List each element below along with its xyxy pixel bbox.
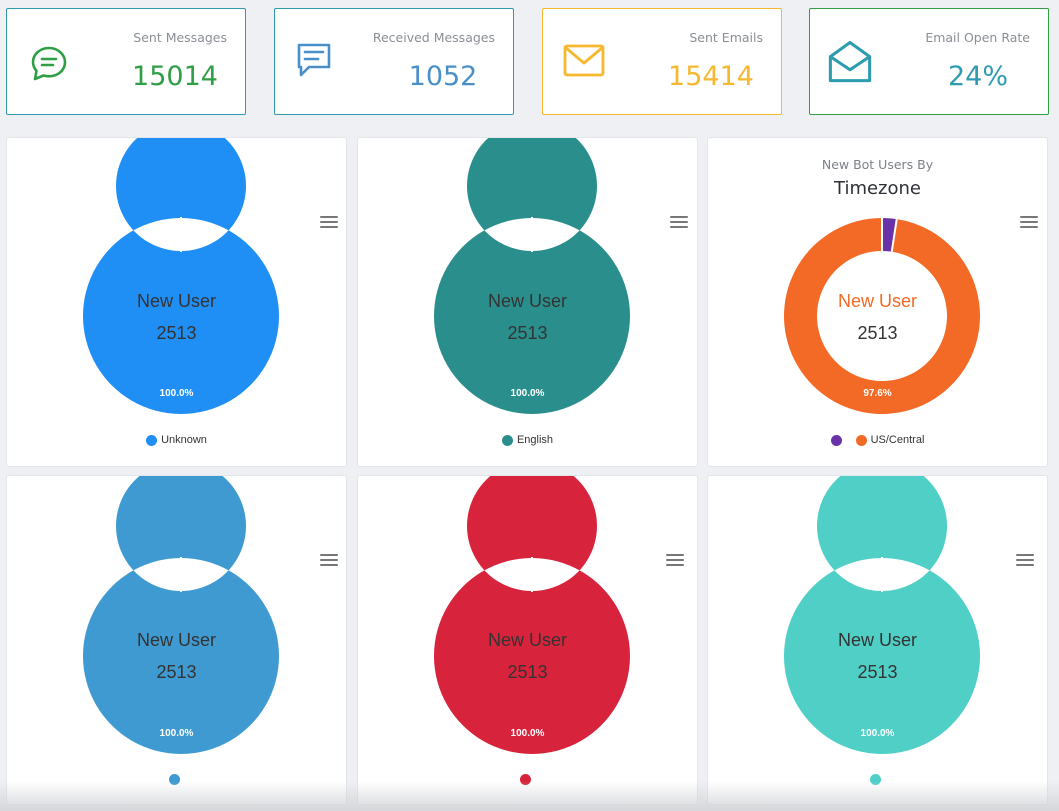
center-value: 2513 [857, 323, 898, 343]
chart-legend [358, 774, 697, 785]
chart-menu-icon[interactable] [320, 554, 338, 568]
center-value: 2513 [156, 323, 197, 343]
chart-legend: English [358, 434, 697, 446]
center-label: New User [136, 291, 216, 311]
donut-slice[interactable] [434, 476, 630, 754]
donut-slice[interactable] [434, 138, 630, 414]
legend-item[interactable] [520, 774, 535, 785]
chart-menu-icon[interactable] [320, 216, 338, 230]
center-value: 2513 [156, 662, 197, 682]
stat-card-sent-emails: Sent Emails 15414 [542, 8, 782, 115]
chart-subtitle: New Bot Users By [821, 157, 934, 172]
center-value: 2513 [507, 323, 548, 343]
donut-slice[interactable] [83, 138, 279, 414]
chart-card-language: New Bot Users By Language New User 2513 … [357, 137, 698, 467]
donut-chart [434, 476, 630, 754]
center-label: New User [487, 630, 567, 650]
slice-percent-label: 100.0% [159, 388, 194, 399]
legend-dot-icon [146, 434, 158, 446]
legend-item[interactable]: Unknown [146, 434, 207, 446]
center-value: 2513 [507, 662, 548, 682]
stat-label: Sent Messages [133, 30, 227, 45]
chart-card-timezone: New Bot Users By Timezone New User 2513 … [707, 137, 1048, 467]
legend-dot-icon [830, 434, 842, 446]
donut-slice[interactable] [784, 476, 980, 754]
chart-menu-icon[interactable] [1020, 216, 1038, 230]
stat-value: 1052 [408, 61, 478, 92]
donut-chart [83, 476, 279, 754]
slice-percent-label: 100.0% [860, 728, 895, 739]
center-value: 2513 [857, 662, 898, 682]
open-envelope-icon [828, 40, 872, 83]
stat-value: 15414 [668, 61, 754, 92]
slice-percent-label: 97.6% [863, 388, 892, 399]
stat-card-sent-messages: Sent Messages 15014 [6, 8, 246, 115]
chart-card-country: New Bot Users By Country New User 2513 1… [6, 475, 347, 805]
slice-percent-label: 100.0% [510, 728, 545, 739]
center-label: New User [487, 291, 567, 311]
stat-label: Email Open Rate [925, 30, 1030, 45]
chart-legend [708, 774, 1047, 785]
slice-percent-label: 100.0% [159, 728, 194, 739]
legend-dot-icon [169, 774, 180, 785]
donut-slice[interactable] [784, 218, 980, 414]
chart-legend [7, 774, 346, 785]
stat-label: Received Messages [372, 30, 495, 45]
center-label: New User [837, 630, 917, 650]
chart-menu-icon[interactable] [670, 216, 688, 230]
chart-menu-icon[interactable] [666, 554, 684, 568]
legend-dot-icon [855, 434, 867, 446]
stat-value: 15014 [132, 61, 218, 92]
stat-label: Sent Emails [689, 30, 763, 45]
legend-label: Unknown [161, 434, 207, 446]
legend-item[interactable] [870, 774, 885, 785]
stat-value: 24% [947, 61, 1008, 92]
chart-legend: US/Central [708, 434, 1047, 446]
chat-bubble-icon [31, 46, 67, 81]
message-square-icon [297, 43, 331, 77]
stat-card-received-messages: Received Messages 1052 [274, 8, 514, 115]
donut-chart [784, 217, 980, 414]
slice-percent-label: 100.0% [510, 388, 545, 399]
legend-label: US/Central [870, 434, 925, 446]
chart-card-platform: New Bot Users By Platform New User 2513 … [357, 475, 698, 805]
donut-chart [434, 138, 630, 414]
legend-item[interactable] [169, 774, 184, 785]
legend-item[interactable]: US/Central [855, 434, 925, 446]
legend-dot-icon [870, 774, 881, 785]
donut-chart [83, 138, 279, 414]
legend-dot-icon [501, 434, 513, 446]
donut-chart [784, 476, 980, 754]
chart-legend: Unknown [7, 434, 346, 446]
legend-dot-icon [520, 774, 531, 785]
legend-label: English [516, 434, 554, 446]
donut-slice[interactable] [83, 476, 279, 754]
chart-menu-icon[interactable] [1016, 554, 1034, 568]
stat-card-email-open-rate: Email Open Rate 24% [809, 8, 1049, 115]
bottom-shadow [0, 781, 1059, 811]
chart-card-gender: New Bot Users By Gender New User 2513 10… [6, 137, 347, 467]
chart-card-device-type: New Bot Users By Device Type New User 25… [707, 475, 1048, 805]
chart-title: Timezone [834, 178, 921, 199]
center-label: New User [837, 291, 917, 311]
legend-item[interactable]: English [501, 434, 554, 446]
envelope-icon [563, 44, 605, 77]
slice-separator [890, 218, 898, 252]
legend-item[interactable] [830, 434, 846, 446]
center-label: New User [136, 630, 216, 650]
